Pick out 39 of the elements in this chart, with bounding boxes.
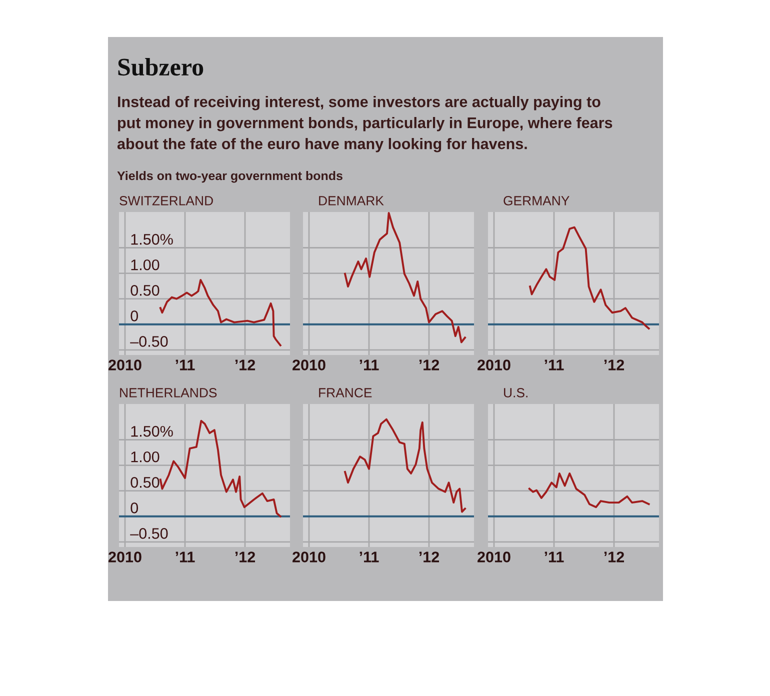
y-tick-label: 0 bbox=[130, 502, 138, 514]
x-tick-label: 2010 bbox=[478, 552, 510, 562]
y-tick-label: 1.50% bbox=[131, 426, 173, 437]
y-tick-label: 1.50% bbox=[131, 234, 173, 245]
chart-title: FRANCE bbox=[319, 388, 372, 398]
x-tick-label: ’12 bbox=[235, 360, 256, 370]
x-tick-label: ’11 bbox=[360, 360, 379, 370]
y-tick-label: –0.50 bbox=[130, 336, 168, 347]
y-tick-label: –0.50 bbox=[130, 528, 168, 539]
x-tick-label: 2010 bbox=[108, 552, 142, 562]
y-tick-label: 1.00 bbox=[131, 259, 160, 270]
chart-title: NETHERLANDS bbox=[120, 388, 217, 398]
y-tick-label: 0.50 bbox=[130, 284, 160, 296]
x-tick-label: 2010 bbox=[478, 360, 510, 370]
x-tick-label: ’12 bbox=[604, 360, 624, 370]
x-tick-label: ’11 bbox=[176, 360, 195, 370]
chart-title: DENMARK bbox=[319, 196, 384, 206]
text: Subzero bbox=[118, 58, 204, 76]
text: put money in government bonds, particularly in Europe, where fears bbox=[118, 117, 612, 132]
text: Instead of receiving interest, some investors are actually paying to bbox=[118, 96, 600, 110]
x-tick-label: 2010 bbox=[292, 552, 326, 562]
x-tick-label: ’11 bbox=[360, 552, 379, 562]
y-tick-label: 0 bbox=[130, 310, 138, 322]
x-tick-label: 2010 bbox=[292, 360, 326, 370]
x-tick-label: ’11 bbox=[544, 360, 564, 370]
chart-title: U.S. bbox=[504, 388, 528, 398]
x-tick-label: 2010 bbox=[108, 360, 142, 370]
text: Yields on two-year government bonds bbox=[117, 171, 342, 183]
chart-title: SWITZERLAND bbox=[120, 196, 213, 206]
chart-title: GERMANY bbox=[504, 196, 570, 206]
y-tick-label: 1.00 bbox=[131, 451, 160, 462]
x-tick-label: ’11 bbox=[176, 552, 195, 562]
y-tick-label: 0.50 bbox=[130, 476, 160, 488]
x-tick-label: ’11 bbox=[544, 552, 564, 562]
text: about the fate of the euro have many looking for havens. bbox=[117, 138, 527, 152]
x-tick-label: ’12 bbox=[235, 552, 256, 562]
x-tick-label: ’12 bbox=[419, 552, 440, 562]
x-tick-label: ’12 bbox=[604, 552, 624, 562]
x-tick-label: ’12 bbox=[419, 360, 440, 370]
